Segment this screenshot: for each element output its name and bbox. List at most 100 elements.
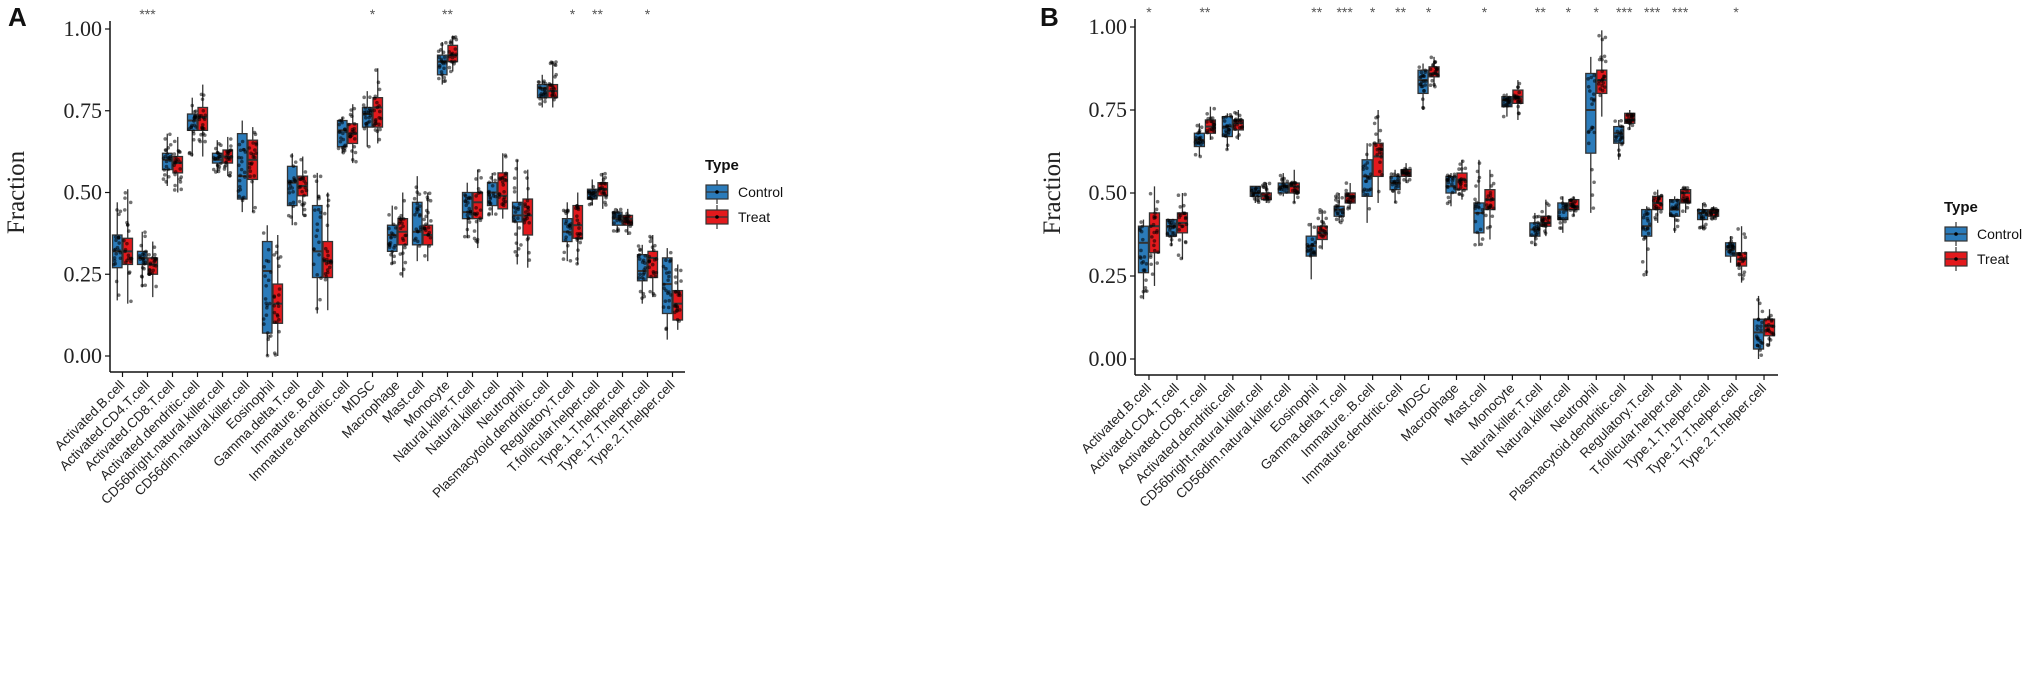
data-point — [479, 176, 483, 180]
box-treat — [1735, 226, 1748, 283]
data-point — [447, 49, 452, 54]
data-point — [1432, 82, 1436, 87]
box-treat — [1484, 169, 1496, 240]
data-point — [1225, 124, 1230, 129]
data-point — [487, 180, 492, 185]
data-point — [1344, 193, 1349, 198]
data-point — [389, 235, 393, 239]
data-point — [125, 241, 129, 246]
data-point — [254, 142, 259, 147]
data-point — [238, 148, 243, 153]
data-point — [476, 186, 481, 191]
data-point — [474, 206, 478, 210]
significance-label: ** — [1535, 4, 1546, 20]
data-point — [143, 234, 147, 239]
significance-label: * — [645, 6, 651, 22]
data-point — [1727, 249, 1731, 254]
data-point — [1463, 166, 1468, 171]
data-point — [477, 168, 481, 173]
data-point — [115, 208, 119, 212]
data-point — [640, 275, 644, 280]
data-point — [403, 243, 407, 247]
data-point — [666, 305, 671, 310]
data-point — [303, 170, 308, 174]
y-tick-label: 0.00 — [64, 343, 103, 368]
data-point — [1389, 172, 1394, 176]
data-point — [415, 202, 420, 206]
box-control — [336, 116, 348, 155]
data-point — [248, 169, 253, 174]
data-point — [376, 80, 381, 85]
data-point — [1484, 213, 1488, 218]
data-point — [1278, 173, 1283, 178]
data-point — [537, 80, 541, 85]
data-point — [340, 120, 345, 125]
data-point — [1422, 89, 1426, 93]
data-point — [128, 259, 133, 264]
data-point — [341, 150, 346, 155]
data-point — [1447, 174, 1452, 179]
data-point — [393, 206, 398, 210]
data-point — [312, 247, 316, 252]
data-point — [272, 304, 277, 308]
data-point — [1305, 242, 1310, 247]
data-point — [1659, 210, 1663, 214]
data-point — [1183, 239, 1188, 244]
data-point — [387, 213, 391, 217]
data-point — [523, 170, 528, 174]
data-point — [215, 163, 220, 168]
data-point — [1614, 138, 1618, 143]
data-point — [113, 235, 118, 239]
data-point — [303, 185, 307, 190]
data-point — [1172, 222, 1176, 226]
data-point — [1620, 141, 1625, 145]
data-point — [1180, 224, 1185, 228]
data-point — [253, 132, 258, 137]
data-point — [315, 306, 319, 311]
data-point — [266, 334, 271, 339]
data-point — [277, 287, 282, 291]
data-point — [1536, 228, 1540, 232]
data-point — [342, 148, 346, 152]
data-point — [1285, 179, 1290, 184]
data-point — [554, 72, 558, 77]
data-point — [1457, 192, 1462, 196]
data-point — [1704, 213, 1708, 217]
box-treat — [372, 68, 384, 144]
data-point — [1641, 227, 1646, 231]
data-point — [476, 191, 481, 195]
data-point — [339, 136, 343, 140]
box-control — [1473, 159, 1485, 247]
data-point — [451, 35, 455, 40]
data-point — [1292, 184, 1296, 188]
data-point — [1676, 218, 1680, 223]
data-point — [1307, 222, 1311, 227]
data-point — [118, 209, 123, 214]
box-control — [286, 153, 298, 226]
data-point — [1642, 237, 1646, 241]
data-point — [1250, 189, 1254, 193]
data-point — [1477, 175, 1482, 180]
data-point — [291, 190, 295, 194]
data-point — [1597, 33, 1601, 38]
data-point — [493, 178, 497, 183]
data-point — [522, 217, 526, 222]
data-point — [304, 181, 308, 186]
data-point — [575, 214, 579, 218]
data-point — [338, 139, 343, 144]
data-point — [1227, 130, 1231, 135]
legend-key-point — [1954, 257, 1958, 261]
data-point — [1312, 249, 1316, 254]
data-point — [418, 204, 422, 208]
data-point — [1480, 237, 1485, 241]
data-point — [114, 252, 119, 256]
data-point — [422, 226, 427, 230]
data-point — [267, 301, 272, 306]
data-point — [403, 245, 407, 250]
data-point — [1177, 227, 1181, 232]
data-point — [1318, 208, 1322, 212]
data-point — [1379, 155, 1384, 159]
data-point — [224, 155, 228, 160]
data-point — [425, 195, 430, 200]
data-point — [1377, 189, 1381, 194]
